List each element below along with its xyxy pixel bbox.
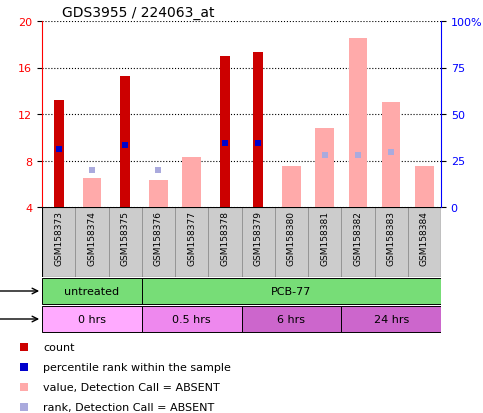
Text: GSM158382: GSM158382 [354,211,362,266]
Bar [175,207,208,277]
Bar [142,279,441,304]
Bar [415,167,434,207]
Bar [253,53,263,207]
Text: GSM158379: GSM158379 [254,211,263,266]
Text: GSM158384: GSM158384 [420,211,429,266]
Bar [341,307,441,332]
Bar [382,103,400,207]
Bar [374,207,408,277]
Bar [220,57,230,207]
Bar [183,158,201,207]
Bar [408,207,441,277]
Bar [142,207,175,277]
Bar [242,207,275,277]
Text: GSM158373: GSM158373 [54,211,63,266]
Text: GSM158375: GSM158375 [121,211,129,266]
Bar [42,279,142,304]
Bar [242,307,341,332]
Text: untreated: untreated [64,286,119,296]
Text: value, Detection Call = ABSENT: value, Detection Call = ABSENT [43,382,220,392]
Text: PCB-77: PCB-77 [271,286,312,296]
Bar [149,181,168,207]
Bar [109,207,142,277]
Bar [75,207,109,277]
Bar [54,101,64,207]
Bar [42,307,142,332]
Text: GSM158374: GSM158374 [87,211,97,266]
Text: GSM158380: GSM158380 [287,211,296,266]
Text: GSM158383: GSM158383 [386,211,396,266]
Bar [83,178,101,207]
Text: GSM158378: GSM158378 [220,211,229,266]
Bar [208,207,242,277]
Bar [275,207,308,277]
Text: 0 hrs: 0 hrs [78,314,106,324]
Text: percentile rank within the sample: percentile rank within the sample [43,363,231,373]
Text: 24 hrs: 24 hrs [373,314,409,324]
Text: GDS3955 / 224063_at: GDS3955 / 224063_at [62,5,214,19]
Text: GSM158376: GSM158376 [154,211,163,266]
Text: count: count [43,342,75,353]
Text: rank, Detection Call = ABSENT: rank, Detection Call = ABSENT [43,401,215,412]
Bar [142,307,242,332]
Bar [42,207,75,277]
Bar [315,128,334,207]
Text: GSM158377: GSM158377 [187,211,196,266]
Text: GSM158381: GSM158381 [320,211,329,266]
Bar [349,39,367,207]
Bar [308,207,341,277]
Bar [341,207,374,277]
Text: 0.5 hrs: 0.5 hrs [172,314,211,324]
Bar [120,76,130,207]
Bar [282,167,300,207]
Text: 6 hrs: 6 hrs [277,314,305,324]
